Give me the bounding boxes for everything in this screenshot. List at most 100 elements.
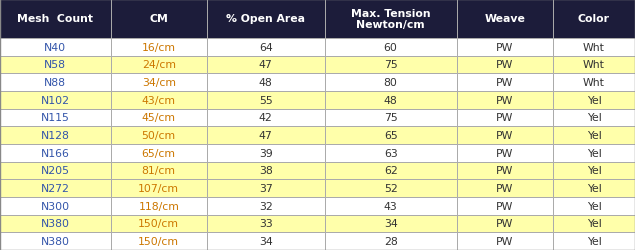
Text: PW: PW (496, 130, 514, 140)
Bar (324, 56, 457, 74)
Bar (0, 215, 110, 232)
Bar (553, 109, 635, 127)
Text: PW: PW (496, 42, 514, 52)
Bar (324, 197, 457, 215)
Bar (324, 74, 457, 92)
Bar (324, 232, 457, 250)
Bar (457, 232, 553, 250)
Text: 118/cm: 118/cm (138, 201, 179, 211)
Bar (457, 215, 553, 232)
Text: 47: 47 (259, 130, 272, 140)
Bar (0, 0, 110, 39)
Bar (110, 197, 207, 215)
Text: 32: 32 (259, 201, 272, 211)
Bar (324, 215, 457, 232)
Text: 34: 34 (384, 218, 398, 228)
Text: N272: N272 (41, 184, 70, 193)
Text: 38: 38 (259, 166, 272, 176)
Text: 16/cm: 16/cm (142, 42, 176, 52)
Bar (207, 92, 324, 109)
Bar (553, 92, 635, 109)
Bar (207, 197, 324, 215)
Bar (457, 180, 553, 197)
Text: N102: N102 (41, 96, 70, 105)
Bar (110, 180, 207, 197)
Text: 45/cm: 45/cm (142, 113, 176, 123)
Bar (553, 39, 635, 56)
Text: 63: 63 (384, 148, 398, 158)
Bar (0, 56, 110, 74)
Text: 39: 39 (259, 148, 272, 158)
Text: 34: 34 (259, 236, 272, 246)
Text: Color: Color (578, 14, 610, 24)
Bar (553, 74, 635, 92)
Text: 42: 42 (259, 113, 272, 123)
Bar (110, 109, 207, 127)
Bar (0, 162, 110, 180)
Text: PW: PW (496, 113, 514, 123)
Bar (0, 180, 110, 197)
Bar (324, 162, 457, 180)
Bar (207, 74, 324, 92)
Text: PW: PW (496, 96, 514, 105)
Text: Yel: Yel (587, 113, 601, 123)
Bar (0, 92, 110, 109)
Text: PW: PW (496, 218, 514, 228)
Text: 60: 60 (384, 42, 398, 52)
Bar (553, 162, 635, 180)
Bar (457, 144, 553, 162)
Bar (207, 109, 324, 127)
Bar (553, 0, 635, 39)
Text: 80: 80 (384, 78, 398, 88)
Text: N380: N380 (41, 236, 70, 246)
Text: PW: PW (496, 166, 514, 176)
Text: 75: 75 (384, 113, 398, 123)
Text: PW: PW (496, 60, 514, 70)
Bar (207, 162, 324, 180)
Text: 81/cm: 81/cm (142, 166, 176, 176)
Text: 107/cm: 107/cm (138, 184, 179, 193)
Bar (553, 215, 635, 232)
Bar (110, 162, 207, 180)
Bar (553, 127, 635, 144)
Text: 50/cm: 50/cm (142, 130, 176, 140)
Bar (110, 56, 207, 74)
Text: PW: PW (496, 78, 514, 88)
Text: N40: N40 (44, 42, 66, 52)
Bar (0, 74, 110, 92)
Bar (0, 127, 110, 144)
Bar (0, 232, 110, 250)
Text: 55: 55 (259, 96, 272, 105)
Text: N58: N58 (44, 60, 66, 70)
Bar (0, 39, 110, 56)
Bar (324, 127, 457, 144)
Text: 150/cm: 150/cm (138, 218, 179, 228)
Text: PW: PW (496, 184, 514, 193)
Text: 150/cm: 150/cm (138, 236, 179, 246)
Text: Yel: Yel (587, 148, 601, 158)
Text: Yel: Yel (587, 130, 601, 140)
Bar (457, 56, 553, 74)
Bar (110, 0, 207, 39)
Text: 43: 43 (384, 201, 398, 211)
Text: N380: N380 (41, 218, 70, 228)
Text: Wht: Wht (583, 60, 605, 70)
Text: 34/cm: 34/cm (142, 78, 176, 88)
Text: 43/cm: 43/cm (142, 96, 176, 105)
Bar (324, 92, 457, 109)
Bar (207, 180, 324, 197)
Bar (457, 92, 553, 109)
Text: 33: 33 (259, 218, 272, 228)
Text: 52: 52 (384, 184, 398, 193)
Text: 24/cm: 24/cm (142, 60, 176, 70)
Text: Weave: Weave (485, 14, 525, 24)
Text: 75: 75 (384, 60, 398, 70)
Bar (457, 0, 553, 39)
Text: Yel: Yel (587, 166, 601, 176)
Bar (324, 180, 457, 197)
Bar (207, 56, 324, 74)
Bar (553, 197, 635, 215)
Text: PW: PW (496, 148, 514, 158)
Bar (110, 232, 207, 250)
Text: 62: 62 (384, 166, 398, 176)
